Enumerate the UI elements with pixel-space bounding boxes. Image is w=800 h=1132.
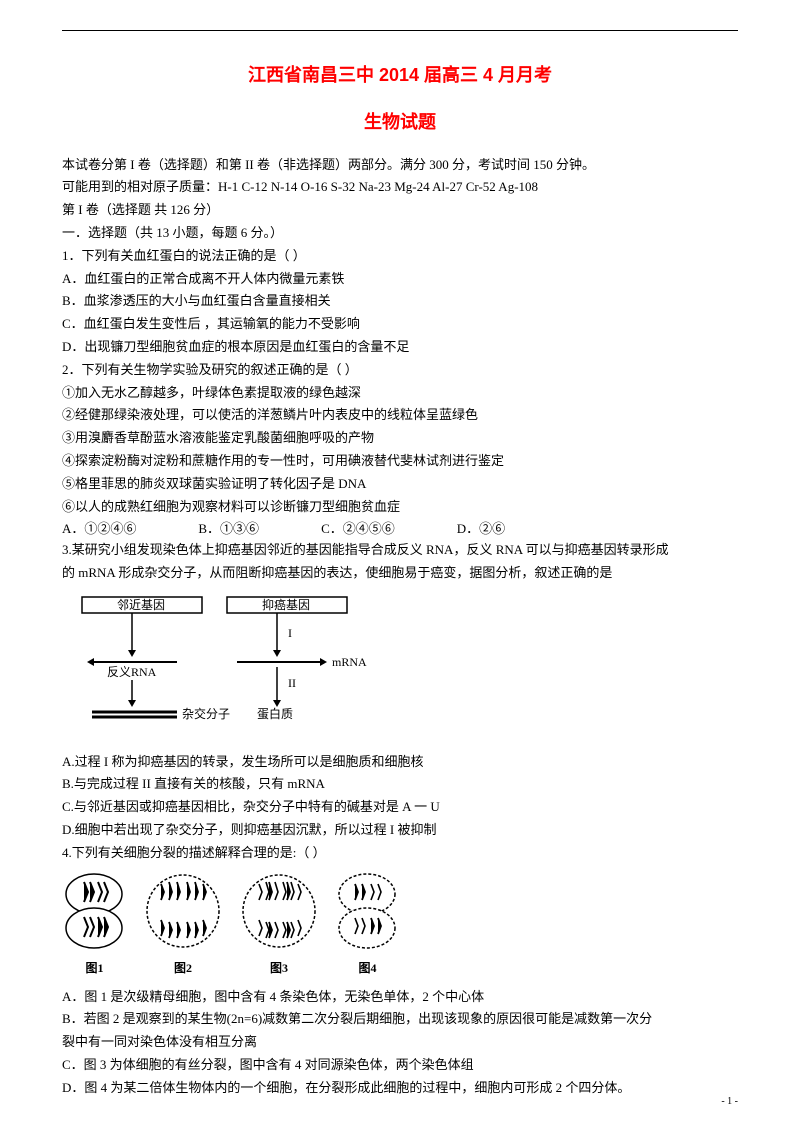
- cell-diagram-3: [239, 872, 319, 950]
- diagram-left-label: 邻近基因: [117, 598, 165, 612]
- q1-opt-a: A．血红蛋白的正常合成离不开人体内微量元素铁: [62, 269, 738, 290]
- cell-diagram-1: [62, 872, 127, 950]
- q1-opt-b: B．血浆渗透压的大小与血红蛋白含量直接相关: [62, 291, 738, 312]
- intro-line-4: 一．选择题（共 13 小题，每题 6 分。）: [62, 223, 738, 244]
- q2-s2: ②经健那绿染液处理，可以使活的洋葱鳞片叶内表皮中的线粒体呈蓝绿色: [62, 405, 738, 426]
- diagram-protein: 蛋白质: [257, 706, 293, 721]
- q4-cell-diagrams: 图1 图2 图3 图4: [62, 872, 738, 979]
- diagram-antisense: 反义RNA: [107, 665, 157, 679]
- q2-s5: ⑤格里菲思的肺炎双球菌实验证明了转化因子是 DNA: [62, 474, 738, 495]
- q2-s1: ①加入无水乙醇越多，叶绿体色素提取液的绿色越深: [62, 383, 738, 404]
- top-horizontal-rule: [62, 30, 738, 31]
- q4-opt-d: D．图 4 为某二倍体生物体内的一个细胞，在分裂形成此细胞的过程中，细胞内可形成…: [62, 1078, 738, 1099]
- cell-diagram-2: [143, 872, 223, 950]
- q2-opt-b: B．①③⑥: [198, 519, 259, 540]
- document-title-sub: 生物试题: [62, 108, 738, 137]
- q2-opt-d: D．②⑥: [457, 519, 505, 540]
- q4-opt-a: A．图 1 是次级精母细胞，图中含有 4 条染色体，无染色单体，2 个中心体: [62, 987, 738, 1008]
- q2-stem: 2．下列有关生物学实验及研究的叙述正确的是（ ）: [62, 360, 738, 381]
- q4-stem: 4.下列有关细胞分裂的描述解释合理的是:（ ）: [62, 843, 738, 864]
- cell-label-4: 图4: [335, 959, 400, 978]
- diagram-label-I: I: [288, 626, 292, 640]
- q3-opt-b: B.与完成过程 II 直接有关的核酸，只有 mRNA: [62, 774, 738, 795]
- q4-opt-b1: B．若图 2 是观察到的某生物(2n=6)减数第二次分裂后期细胞，出现该现象的原…: [62, 1009, 738, 1030]
- cell-label-2: 图2: [143, 959, 223, 978]
- intro-line-2: 可能用到的相对原子质量：H-1 C-12 N-14 O-16 S-32 Na-2…: [62, 177, 738, 198]
- q4-opt-c: C．图 3 为体细胞的有丝分裂，图中含有 4 对同源染色体，两个染色体组: [62, 1055, 738, 1076]
- q2-s6: ⑥以人的成熟红细胞为观察材料可以诊断镰刀型细胞贫血症: [62, 497, 738, 518]
- q2-opt-a: A．①②④⑥: [62, 519, 136, 540]
- q2-s3: ③用溴麝香草酚蓝水溶液能鉴定乳酸菌细胞呼吸的产物: [62, 428, 738, 449]
- q1-opt-c: C．血红蛋白发生变性后 ，其运输氧的能力不受影响: [62, 314, 738, 335]
- q3-gene-diagram: 邻近基因 抑癌基因 I 反义RNA mRNA II 杂交分子 蛋白质: [62, 592, 738, 744]
- q4-opt-b2: 裂中有一同对染色体没有相互分离: [62, 1032, 738, 1053]
- diagram-right-label: 抑癌基因: [262, 597, 310, 612]
- q2-s4: ④探索淀粉酶对淀粉和蔗糖作用的专一性时，可用碘液替代斐林试剂进行鉴定: [62, 451, 738, 472]
- q3-opt-a: A.过程 I 称为抑癌基因的转录，发生场所可以是细胞质和细胞核: [62, 752, 738, 773]
- q1-stem: 1．下列有关血红蛋白的说法正确的是（ ）: [62, 246, 738, 267]
- q3-opt-c: C.与邻近基因或抑癌基因相比，杂交分子中特有的碱基对是 A 一 U: [62, 797, 738, 818]
- q2-options-row: A．①②④⑥ B．①③⑥ C．②④⑤⑥ D．②⑥: [62, 519, 738, 540]
- diagram-mrna: mRNA: [332, 655, 367, 669]
- diagram-label-II: II: [288, 676, 296, 690]
- page-number: - 1 -: [721, 1094, 738, 1110]
- q3-stem-1: 3.某研究小组发现染色体上抑癌基因邻近的基因能指导合成反义 RNA，反义 RNA…: [62, 540, 738, 561]
- cell-diagram-4: [335, 872, 400, 950]
- cell-label-3: 图3: [239, 959, 319, 978]
- document-title-main: 江西省南昌三中 2014 届高三 4 月月考: [62, 61, 738, 90]
- intro-line-3: 第 I 卷（选择题 共 126 分）: [62, 200, 738, 221]
- q1-opt-d: D．出现镰刀型细胞贫血症的根本原因是血红蛋白的含量不足: [62, 337, 738, 358]
- intro-line-1: 本试卷分第 I 卷（选择题）和第 II 卷（非选择题）两部分。满分 300 分，…: [62, 155, 738, 176]
- cell-label-1: 图1: [62, 959, 127, 978]
- q3-stem-2: 的 mRNA 形成杂交分子，从而阻断抑癌基因的表达，使细胞易于癌变，据图分析，叙…: [62, 563, 738, 584]
- q3-opt-d: D.细胞中若出现了杂交分子，则抑癌基因沉默，所以过程 I 被抑制: [62, 820, 738, 841]
- q2-opt-c: C．②④⑤⑥: [321, 519, 395, 540]
- diagram-hybrid: 杂交分子: [182, 706, 230, 721]
